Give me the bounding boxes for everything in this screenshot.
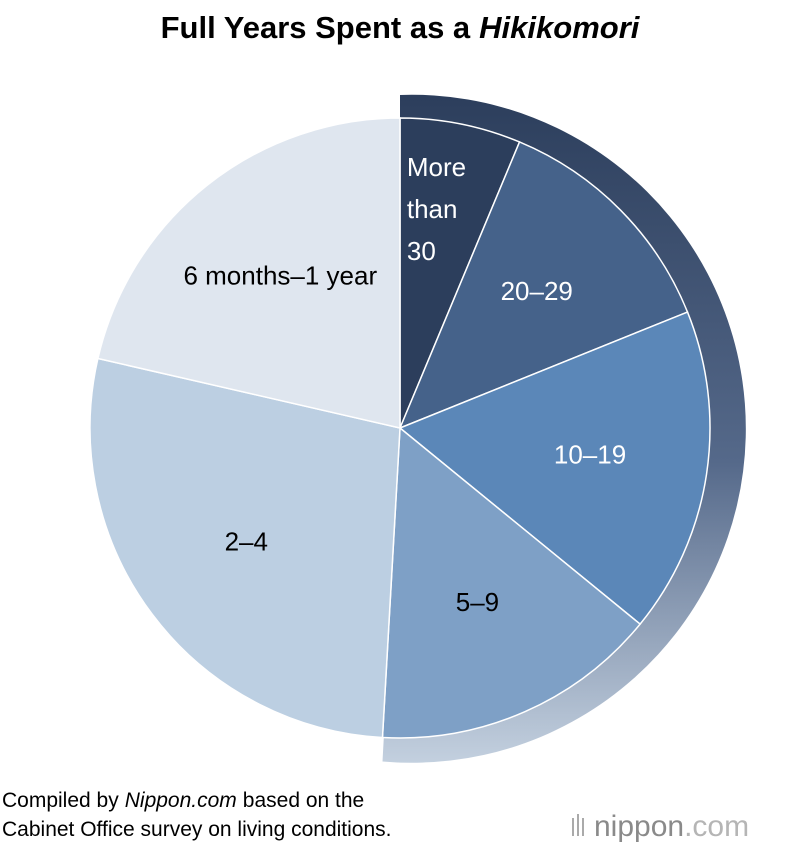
pie-slice [398,140,689,430]
slice-label: 10–19 [554,440,626,470]
source-part: based on the [243,789,364,812]
logo-bar [577,814,579,836]
source-part: Nippon.com [125,789,237,812]
pie-slice [398,311,711,626]
slice-label: More than 30 [407,152,473,266]
logo: nippon.com [572,810,749,843]
title-part: Full Years Spent as a [161,10,471,45]
source-note: Compiled by Nippon.com based on the [2,789,364,812]
slice-label: 2–4 [225,526,268,556]
source-part: Compiled by [2,789,119,812]
label-line: 30 [407,236,436,266]
pie-slice [96,117,401,429]
label-line: More [407,152,473,182]
source-note: Cabinet Office survey on living conditio… [2,818,391,841]
title-part: Hikikomori [479,10,641,45]
logo-bar [572,818,574,836]
slice-label: 20–29 [501,276,573,306]
label-line: than [407,194,465,224]
pie-slice [89,357,401,739]
logo-part: nippon [594,810,684,843]
logo-bar [582,818,584,836]
logo-text: nippon.com [594,810,749,843]
logo-part: .com [684,810,749,843]
pie-slice [381,426,642,739]
pie: More than 30 20–29 10–19 5–9 2–4 6 months–1 y… [89,117,711,739]
slice-label: 6 months–1 year [183,260,377,290]
pie-slice [399,117,521,429]
slice-label: 5–9 [456,587,499,617]
chart-title: Full Years Spent as a Hikikomori [161,10,641,45]
